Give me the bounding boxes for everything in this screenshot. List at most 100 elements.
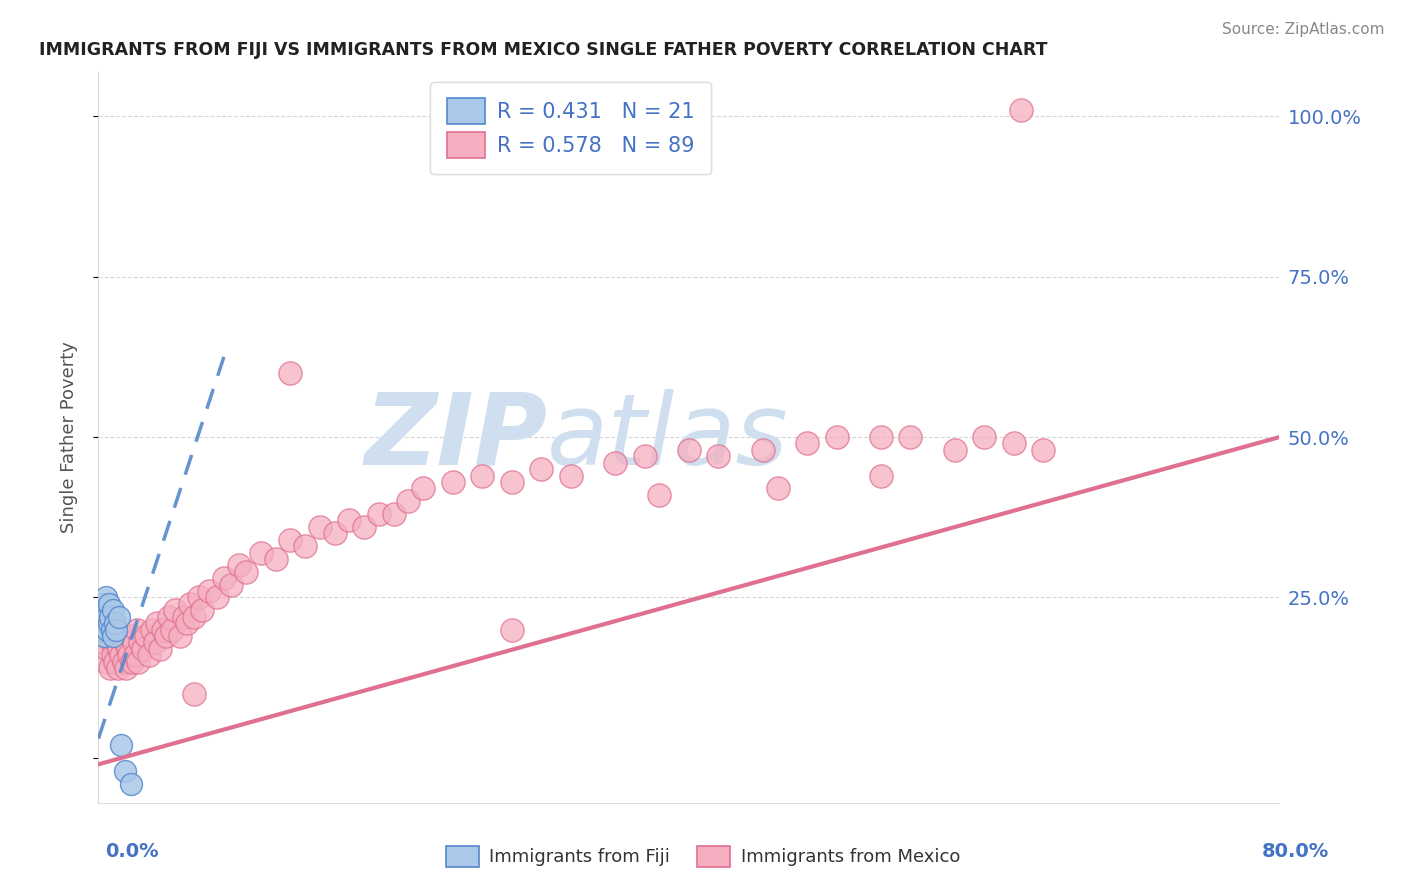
Point [120,776,142,790]
Point [114,635,136,649]
Point [339,514,361,528]
Point [530,462,553,476]
Point [752,442,775,457]
Point [94,591,117,605]
Point [1032,442,1054,457]
Point [973,430,995,444]
Point [766,482,789,496]
Point [183,687,205,701]
Point [280,366,302,380]
Point [152,623,174,637]
Point [501,623,523,637]
Point [162,623,183,637]
Text: Source: ZipAtlas.com: Source: ZipAtlas.com [1222,22,1385,37]
Point [114,764,136,778]
Point [205,591,228,605]
Point [100,635,122,649]
Point [105,635,128,649]
Point [165,603,187,617]
Point [183,609,205,624]
Point [100,623,122,637]
Point [412,482,434,496]
Point [707,450,730,464]
Point [103,629,125,643]
Point [103,648,125,663]
Point [96,609,118,624]
Point [90,623,112,637]
Point [104,616,127,631]
Point [146,616,169,631]
Point [108,609,131,624]
Point [118,648,141,663]
Point [382,507,405,521]
Point [132,641,155,656]
Point [115,661,138,675]
Text: 80.0%: 80.0% [1261,842,1329,862]
Point [678,442,700,457]
Point [634,450,657,464]
Point [124,648,146,663]
Point [191,603,214,617]
Point [73,770,96,784]
Point [97,597,120,611]
Point [94,616,117,631]
Point [235,565,257,579]
Point [900,430,922,444]
Point [176,616,198,631]
Point [112,655,135,669]
Point [250,545,273,559]
Point [648,488,671,502]
Point [796,436,818,450]
Point [179,597,201,611]
Point [122,635,145,649]
Point [96,641,118,656]
Point [97,616,120,631]
Point [187,591,209,605]
Point [98,609,121,624]
Point [121,655,143,669]
Point [155,629,177,643]
Point [103,603,125,617]
Legend: Immigrants from Fiji, Immigrants from Mexico: Immigrants from Fiji, Immigrants from Me… [439,838,967,874]
Point [93,603,115,617]
Legend: R = 0.431   N = 21, R = 0.578   N = 89: R = 0.431 N = 21, R = 0.578 N = 89 [430,82,711,174]
Point [138,648,160,663]
Point [96,623,118,637]
Point [169,629,191,643]
Point [94,655,117,669]
Point [143,635,166,649]
Point [501,475,523,489]
Text: ZIP: ZIP [364,389,547,485]
Point [120,629,142,643]
Point [157,609,180,624]
Point [173,609,195,624]
Point [870,430,893,444]
Point [228,558,250,573]
Point [825,430,848,444]
Point [560,468,582,483]
Point [110,738,132,752]
Point [97,629,120,643]
Point [441,475,464,489]
Point [125,623,148,637]
Point [1010,103,1032,117]
Text: atlas: atlas [547,389,789,485]
Point [110,648,132,663]
Point [98,661,121,675]
Point [368,507,391,521]
Point [91,609,114,624]
Point [105,623,128,637]
Point [135,629,157,643]
Point [103,616,125,631]
Point [128,635,150,649]
Point [309,520,332,534]
Point [264,552,287,566]
Point [943,442,966,457]
Text: 0.0%: 0.0% [105,842,159,862]
Point [149,641,172,656]
Point [94,609,117,624]
Point [605,456,627,470]
Point [127,655,149,669]
Point [107,661,129,675]
Point [323,526,346,541]
